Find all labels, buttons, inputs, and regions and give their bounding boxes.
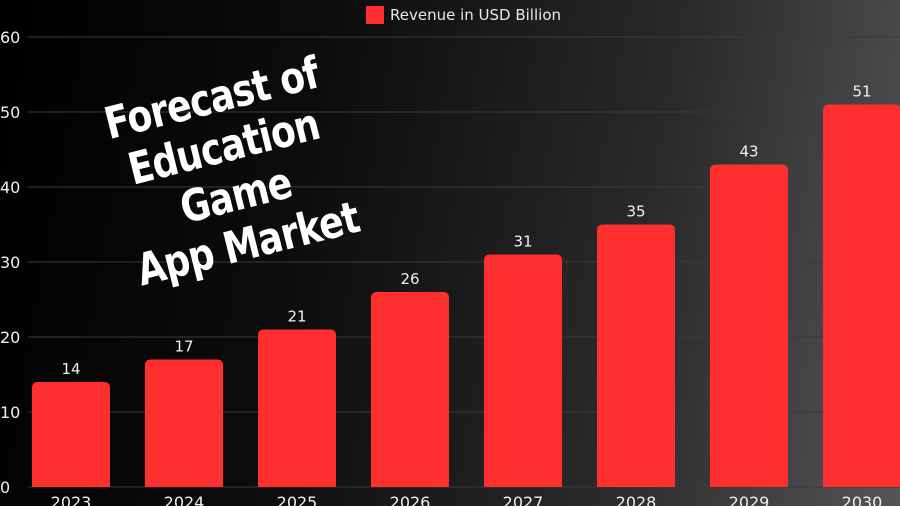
x-tick-label: 2026	[390, 493, 431, 506]
y-tick-label: 40	[0, 178, 20, 197]
data-label: 51	[852, 83, 871, 101]
bar	[710, 164, 788, 487]
y-tick-label: 50	[0, 103, 20, 122]
y-tick-label: 20	[0, 328, 20, 347]
x-tick-label: 2023	[51, 493, 92, 506]
bar	[823, 104, 900, 487]
data-label: 14	[61, 360, 80, 378]
y-tick-label: 0	[0, 478, 10, 497]
bar	[258, 329, 336, 487]
bar	[371, 292, 449, 487]
x-tick-label: 2028	[616, 493, 657, 506]
bar	[32, 382, 110, 487]
bar	[484, 254, 562, 487]
x-tick-label: 2030	[842, 493, 883, 506]
data-label: 26	[400, 270, 419, 288]
x-tick-label: 2025	[277, 493, 318, 506]
data-label: 43	[739, 143, 758, 161]
bar	[145, 359, 223, 487]
y-tick-label: 30	[0, 253, 20, 272]
legend-swatch	[366, 6, 384, 24]
data-label: 21	[287, 308, 306, 326]
data-label: 17	[174, 338, 193, 356]
x-tick-label: 2024	[164, 493, 205, 506]
y-tick-label: 60	[0, 28, 20, 47]
data-label: 31	[513, 233, 532, 251]
y-tick-label: 10	[0, 403, 20, 422]
x-tick-label: 2029	[729, 493, 770, 506]
legend-label: Revenue in USD Billion	[390, 6, 561, 24]
data-label: 35	[626, 203, 645, 221]
legend: Revenue in USD Billion	[366, 6, 561, 24]
bar	[597, 224, 675, 487]
x-tick-label: 2027	[503, 493, 544, 506]
